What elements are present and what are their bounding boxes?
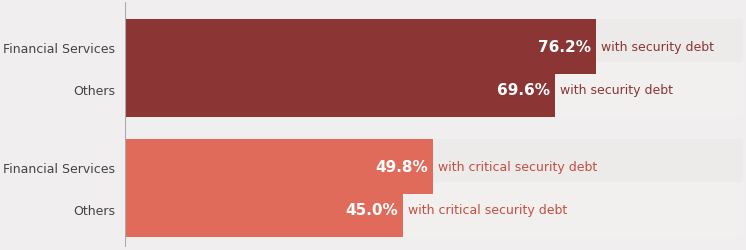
Bar	[125, 20, 743, 75]
Text: with security debt: with security debt	[560, 84, 673, 96]
Bar	[125, 182, 743, 237]
Bar	[125, 140, 433, 194]
Text: 69.6%: 69.6%	[497, 82, 551, 97]
Bar	[125, 20, 596, 75]
Text: with security debt: with security debt	[601, 41, 714, 54]
Text: 45.0%: 45.0%	[345, 202, 398, 217]
Text: 76.2%: 76.2%	[538, 40, 591, 55]
Bar	[125, 62, 555, 117]
Text: with critical security debt: with critical security debt	[408, 203, 567, 216]
Text: 49.8%: 49.8%	[375, 160, 427, 174]
Bar	[125, 62, 743, 117]
Bar	[125, 140, 743, 194]
Bar	[125, 182, 403, 237]
Text: with critical security debt: with critical security debt	[438, 161, 597, 173]
